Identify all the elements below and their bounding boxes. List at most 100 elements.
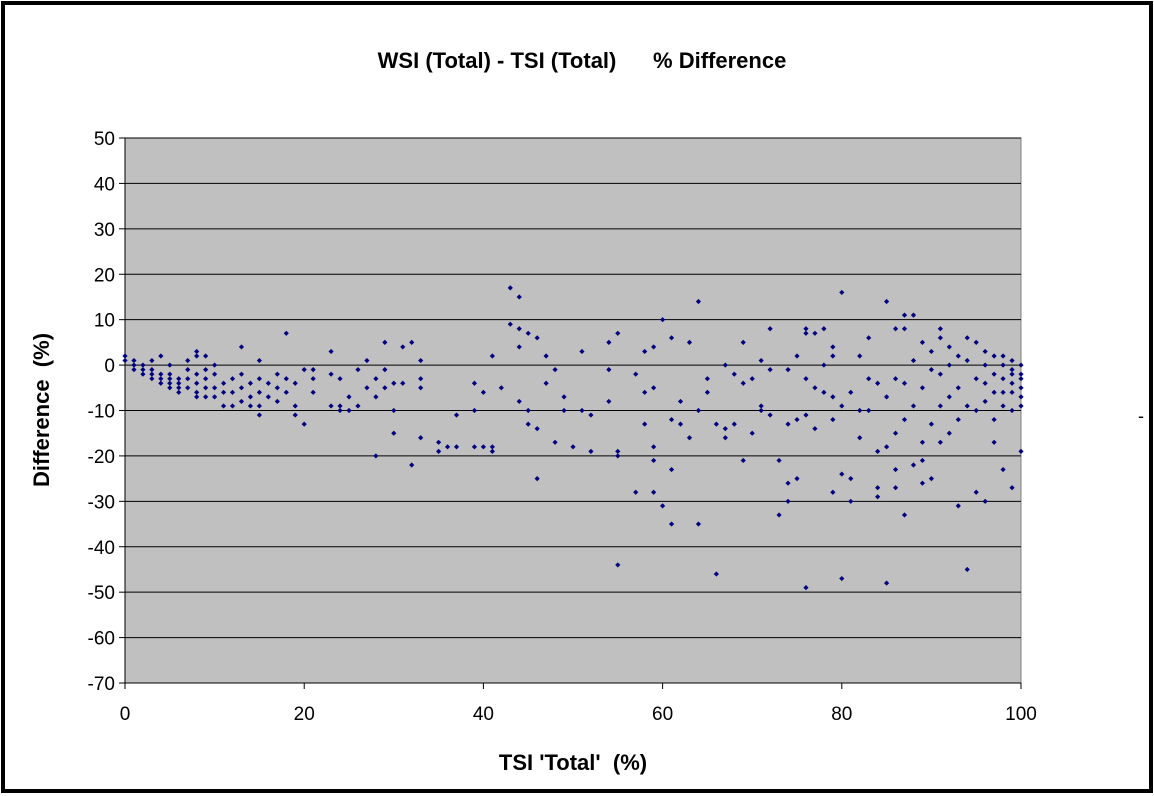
data-point xyxy=(176,385,182,391)
data-point xyxy=(910,312,917,318)
data-point xyxy=(167,362,173,368)
data-point xyxy=(749,430,755,436)
data-point xyxy=(516,294,522,300)
data-point xyxy=(409,339,415,345)
data-point xyxy=(901,416,908,423)
data-point xyxy=(203,385,209,391)
data-point xyxy=(444,444,451,450)
data-point xyxy=(884,444,890,450)
data-point xyxy=(955,353,961,359)
data-point xyxy=(310,376,316,382)
data-point xyxy=(830,416,836,423)
x-tick-label: 20 xyxy=(294,704,315,725)
data-point xyxy=(238,371,245,377)
data-point xyxy=(785,480,791,486)
data-point xyxy=(919,339,926,345)
data-point xyxy=(901,380,908,386)
data-point xyxy=(364,385,370,391)
data-point xyxy=(803,330,809,336)
y-axis: 50 40 30 20 10 0 -10 -20 -30 -40 -50 -60 -70 xyxy=(88,129,126,695)
data-point xyxy=(803,585,809,591)
data-point xyxy=(668,521,675,527)
data-point xyxy=(677,398,684,405)
data-point xyxy=(1018,385,1024,391)
data-point xyxy=(185,367,191,373)
data-point xyxy=(489,448,495,454)
data-point xyxy=(382,367,388,373)
data-point xyxy=(973,339,979,345)
data-point xyxy=(274,398,280,405)
x-tick-label: 40 xyxy=(473,704,494,725)
data-point xyxy=(973,376,979,382)
data-point xyxy=(471,407,478,414)
data-point xyxy=(722,426,728,432)
data-point xyxy=(355,403,361,409)
data-point xyxy=(642,348,648,355)
data-point xyxy=(731,371,737,377)
x-tick-label: 0 xyxy=(120,704,131,725)
data-point xyxy=(516,398,522,405)
data-point xyxy=(292,412,298,418)
y-tick-label: 20 xyxy=(94,265,115,286)
data-point xyxy=(866,376,872,382)
data-point xyxy=(1000,466,1006,473)
data-point xyxy=(651,489,657,495)
data-point xyxy=(973,407,979,414)
data-point xyxy=(749,376,755,382)
data-point xyxy=(552,439,558,445)
data-point xyxy=(776,457,782,464)
data-point xyxy=(955,416,961,423)
data-point xyxy=(785,367,791,373)
data-point xyxy=(507,321,513,327)
data-point xyxy=(884,580,890,586)
data-point xyxy=(265,380,271,386)
data-point xyxy=(543,380,549,386)
data-point xyxy=(212,362,218,368)
y-tick-label: -40 xyxy=(88,538,115,559)
data-point xyxy=(194,348,200,355)
grid-lines xyxy=(125,137,1021,639)
data-point xyxy=(149,367,155,373)
data-point xyxy=(901,512,908,518)
data-point xyxy=(301,367,307,373)
data-point xyxy=(812,426,818,432)
data-point xyxy=(579,407,585,414)
data-point xyxy=(212,394,218,400)
data-point xyxy=(140,371,146,377)
data-point xyxy=(489,353,495,359)
data-point xyxy=(668,416,675,423)
data-point xyxy=(875,485,881,491)
data-point xyxy=(722,362,728,368)
data-point xyxy=(964,357,970,364)
data-point xyxy=(767,412,773,418)
data-point xyxy=(606,398,612,405)
data-point xyxy=(982,348,988,355)
data-point xyxy=(955,503,961,509)
y-tick-label: -10 xyxy=(88,402,115,423)
data-point xyxy=(149,357,155,364)
data-point xyxy=(391,407,397,414)
data-point xyxy=(794,416,800,423)
data-point xyxy=(982,362,988,368)
data-point xyxy=(561,394,567,400)
data-point xyxy=(928,367,934,373)
data-point xyxy=(158,376,164,382)
data-point xyxy=(149,376,155,382)
data-point xyxy=(695,298,702,305)
data-point xyxy=(704,389,710,395)
data-point xyxy=(713,571,719,577)
data-point xyxy=(158,380,164,386)
data-point xyxy=(830,344,836,350)
data-point xyxy=(525,421,531,427)
data-point xyxy=(892,430,899,436)
data-point xyxy=(1009,380,1015,386)
data-point xyxy=(436,448,442,454)
data-point xyxy=(875,448,881,454)
data-point xyxy=(964,566,970,573)
data-point xyxy=(167,385,173,391)
data-point xyxy=(283,389,289,395)
data-point xyxy=(328,403,334,409)
data-point xyxy=(686,339,693,345)
data-point xyxy=(247,380,254,386)
data-point xyxy=(337,376,343,382)
